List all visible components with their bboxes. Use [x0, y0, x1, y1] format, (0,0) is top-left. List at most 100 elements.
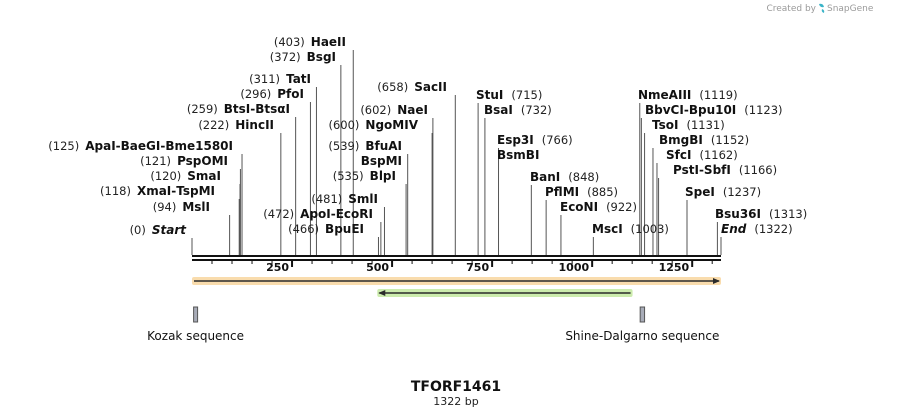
site-position: (535): [333, 169, 364, 183]
site-naei[interactable]: (602) NaeI: [360, 103, 428, 117]
site-position: (120): [150, 169, 181, 183]
ruler-tick-label: 1250: [659, 261, 690, 274]
enzyme-name: TatI: [286, 72, 311, 86]
site-position: (118): [100, 184, 131, 198]
site-apoi-ecori[interactable]: (472) ApoI - EcoRI: [263, 207, 373, 221]
site-bmgbi[interactable]: BmgBI (1152): [659, 133, 749, 147]
site-hincii[interactable]: (222) HincII: [198, 118, 274, 132]
feature-shine-dalgarno-sequence[interactable]: Shine-Dalgarno sequence: [565, 306, 719, 343]
enzyme-name: PstI: [673, 163, 699, 177]
feature-kozak-sequence[interactable]: Kozak sequence: [147, 306, 244, 343]
site-msli[interactable]: (94) MslI: [153, 200, 210, 214]
orf-forward[interactable]: [192, 277, 721, 285]
site-pspomi[interactable]: (121) PspOMI: [140, 154, 228, 168]
site-bani[interactable]: BanI (848): [530, 170, 599, 184]
site-start[interactable]: (0) Start: [130, 223, 188, 237]
site-haeii[interactable]: (403) HaeII: [274, 35, 346, 49]
site-spei[interactable]: SpeI (1237): [685, 185, 761, 199]
enzyme-name: MscI: [592, 222, 623, 236]
site-position: (1166): [739, 163, 777, 177]
enzyme-name: BsgI: [307, 50, 336, 64]
site-tati[interactable]: (311) TatI: [249, 72, 311, 86]
enzyme-name: BsaI: [484, 103, 513, 117]
credit-text: Created by: [766, 4, 816, 14]
name-separator: -: [699, 163, 704, 177]
site-msci[interactable]: MscI (1003): [592, 222, 669, 236]
enzyme-name: Bsu36I: [715, 207, 761, 221]
enzyme-name: SpeI: [685, 185, 715, 199]
enzyme-name: End: [721, 222, 747, 236]
site-esp3i-bsmbi[interactable]: Esp3I (766)BsmBI: [497, 133, 573, 162]
name-separator: -: [160, 139, 165, 153]
enzyme-name: NmeAIII: [638, 88, 691, 102]
ruler-tick-label: 750: [466, 261, 489, 274]
site-position: (121): [140, 154, 171, 168]
enzyme-name: ApaI: [85, 139, 115, 153]
site-sacii[interactable]: (658) SacII: [377, 80, 447, 94]
site-smli[interactable]: (481) SmlI: [311, 192, 378, 206]
site-position: (732): [521, 103, 552, 117]
enzyme-name: PflMI: [545, 185, 579, 199]
orf-reverse[interactable]: [377, 289, 633, 297]
orf-arrowhead-icon: [713, 278, 720, 284]
site-btsi-bts-i[interactable]: (259) BtsI - BtsαI: [187, 102, 290, 116]
site-nmeaiii[interactable]: NmeAIII (1119): [638, 88, 738, 102]
name-separator: -: [116, 139, 121, 153]
site-apai-baegi-bme1580i[interactable]: (125) ApaI - BaeGI - Bme1580I: [48, 139, 233, 153]
site-ngomiv[interactable]: (600) NgoMIV: [328, 118, 418, 132]
site-position: (715): [511, 88, 542, 102]
enzyme-name: BbvCI: [645, 103, 684, 117]
site-end[interactable]: End (1322): [721, 222, 793, 236]
name-separator: -: [331, 207, 336, 221]
enzyme-name: PfoI: [277, 87, 304, 101]
enzyme-name: Esp3I: [497, 133, 534, 147]
site-sfci[interactable]: SfcI (1162): [666, 148, 738, 162]
enzyme-name: BpuEI: [325, 222, 364, 236]
site-psti-sbfi[interactable]: PstI - SbfI (1166): [673, 163, 777, 177]
site-bsu36i[interactable]: Bsu36I (1313): [715, 207, 807, 221]
site-pflmi[interactable]: PflMI (885): [545, 185, 618, 199]
enzyme-name: Start: [152, 223, 187, 237]
site-position: (600): [328, 118, 359, 132]
site-position: (1003): [631, 222, 669, 236]
enzyme-name: TspMI: [176, 184, 215, 198]
site-blpi[interactable]: (535) BlpI: [333, 169, 396, 183]
site-stui[interactable]: StuI (715): [476, 88, 542, 102]
site-bpuei[interactable]: (466) BpuEI: [288, 222, 364, 236]
site-smai[interactable]: (120) SmaI: [150, 169, 221, 183]
map-title: TFORF1461 1322 bp: [411, 379, 501, 408]
site-xmai-tspmi[interactable]: (118) XmaI - TspMI: [100, 184, 215, 198]
site-position: (766): [542, 133, 573, 147]
orf-arrowhead-icon: [378, 290, 386, 296]
site-bsgi[interactable]: (372) BsgI: [270, 50, 336, 64]
site-position: (311): [249, 72, 280, 86]
site-pfoi[interactable]: (296) PfoI: [240, 87, 304, 101]
enzyme-name: MslI: [182, 200, 210, 214]
site-lines: [191, 50, 722, 255]
enzyme-name: NgoMIV: [365, 118, 418, 132]
ruler-tick-label: 1000: [559, 261, 590, 274]
site-bsai[interactable]: BsaI (732): [484, 103, 552, 117]
site-position: (1152): [711, 133, 749, 147]
site-position: (1131): [686, 118, 724, 132]
site-econi[interactable]: EcoNI (922): [560, 200, 637, 214]
credit-brand: SnapGene: [827, 4, 874, 14]
enzyme-name: PspOMI: [177, 154, 228, 168]
site-position: (602): [360, 103, 391, 117]
ruler-tick-label: 250: [266, 261, 289, 274]
enzyme-name: BtsαI: [255, 102, 290, 116]
enzyme-name: BtsI: [224, 102, 251, 116]
site-tsoi[interactable]: TsoI (1131): [652, 118, 725, 132]
name-separator: -: [684, 103, 689, 117]
site-labels: (0) Start (94) MslI (118) XmaI - TspMI(120) Sm…: [48, 35, 807, 237]
snapgene-logo-icon: [819, 3, 825, 13]
ruler: 250 500 750 1000 1250: [211, 261, 713, 274]
site-position: (125): [48, 139, 79, 153]
site-bbvci-bpu10i[interactable]: BbvCI - Bpu10I (1123): [645, 103, 783, 117]
name-separator: -: [171, 184, 176, 198]
site-position: (259): [187, 102, 218, 116]
site-position: (403): [274, 35, 305, 49]
enzyme-name: SfcI: [666, 148, 691, 162]
